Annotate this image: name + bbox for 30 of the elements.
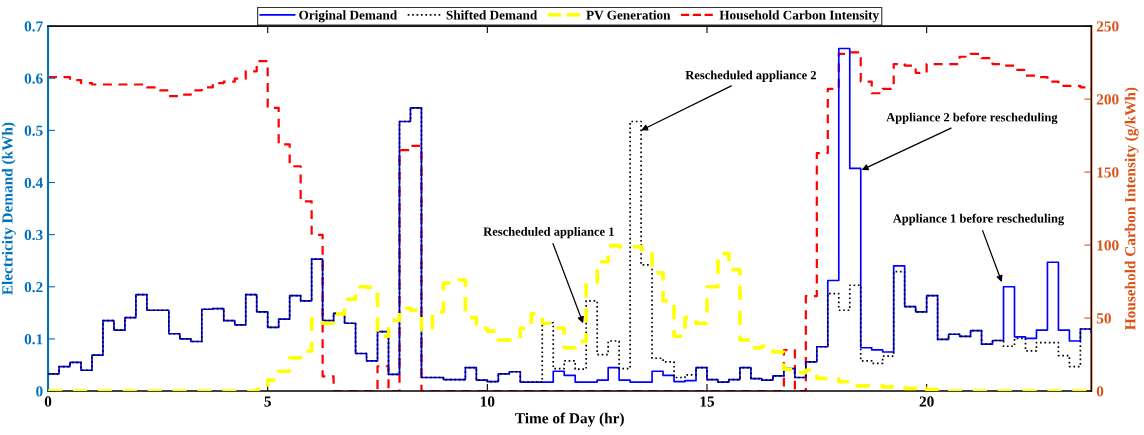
y-tick-label: 0.5 — [24, 125, 43, 136]
x-tick-label: 0 — [44, 396, 52, 407]
y2-tick-label: 150 — [1097, 167, 1119, 178]
legend-label: Household Carbon Intensity — [719, 10, 879, 23]
y2-tick-label: 200 — [1096, 94, 1119, 105]
y2-tick-label: 100 — [1097, 240, 1119, 251]
x-tick-label: 20 — [919, 396, 934, 407]
y-tick-label: 0.4 — [24, 177, 43, 189]
y-tick-label: 0 — [36, 386, 43, 397]
y2-tick-label: 250 — [1096, 21, 1119, 32]
y2-tick-label: 50 — [1096, 313, 1111, 324]
annotation: Rescheduled appliance 1 — [483, 226, 614, 239]
annotation: Appliance 1 before rescheduling — [892, 213, 1065, 226]
annotation: Appliance 2 before rescheduling — [886, 112, 1058, 125]
legend-label: PV Generation — [586, 10, 671, 20]
x-tick-label: 10 — [480, 396, 495, 407]
y2-axis-title: Household Carbon Intensity (g/kWh) — [1124, 87, 1139, 330]
x-axis-title: Time of Day (hr) — [515, 412, 624, 427]
legend-label: Original Demand — [299, 10, 398, 23]
y-tick-label: 0.2 — [24, 281, 43, 293]
annotation: Rescheduled appliance 2 — [685, 70, 817, 82]
y-tick-label: 0.3 — [24, 229, 43, 241]
x-tick-label: 15 — [700, 396, 715, 407]
y-tick-label: 0.7 — [24, 21, 43, 32]
x-tick-label: 5 — [264, 396, 271, 407]
y2-tick-label: 0 — [1096, 386, 1104, 397]
legend-label: Shifted Demand — [446, 10, 538, 20]
y-tick-label: 0.1 — [24, 334, 43, 345]
y-tick-label: 0.6 — [24, 73, 43, 84]
y-axis-title: Electricity Demand (kWh) — [1, 122, 16, 295]
